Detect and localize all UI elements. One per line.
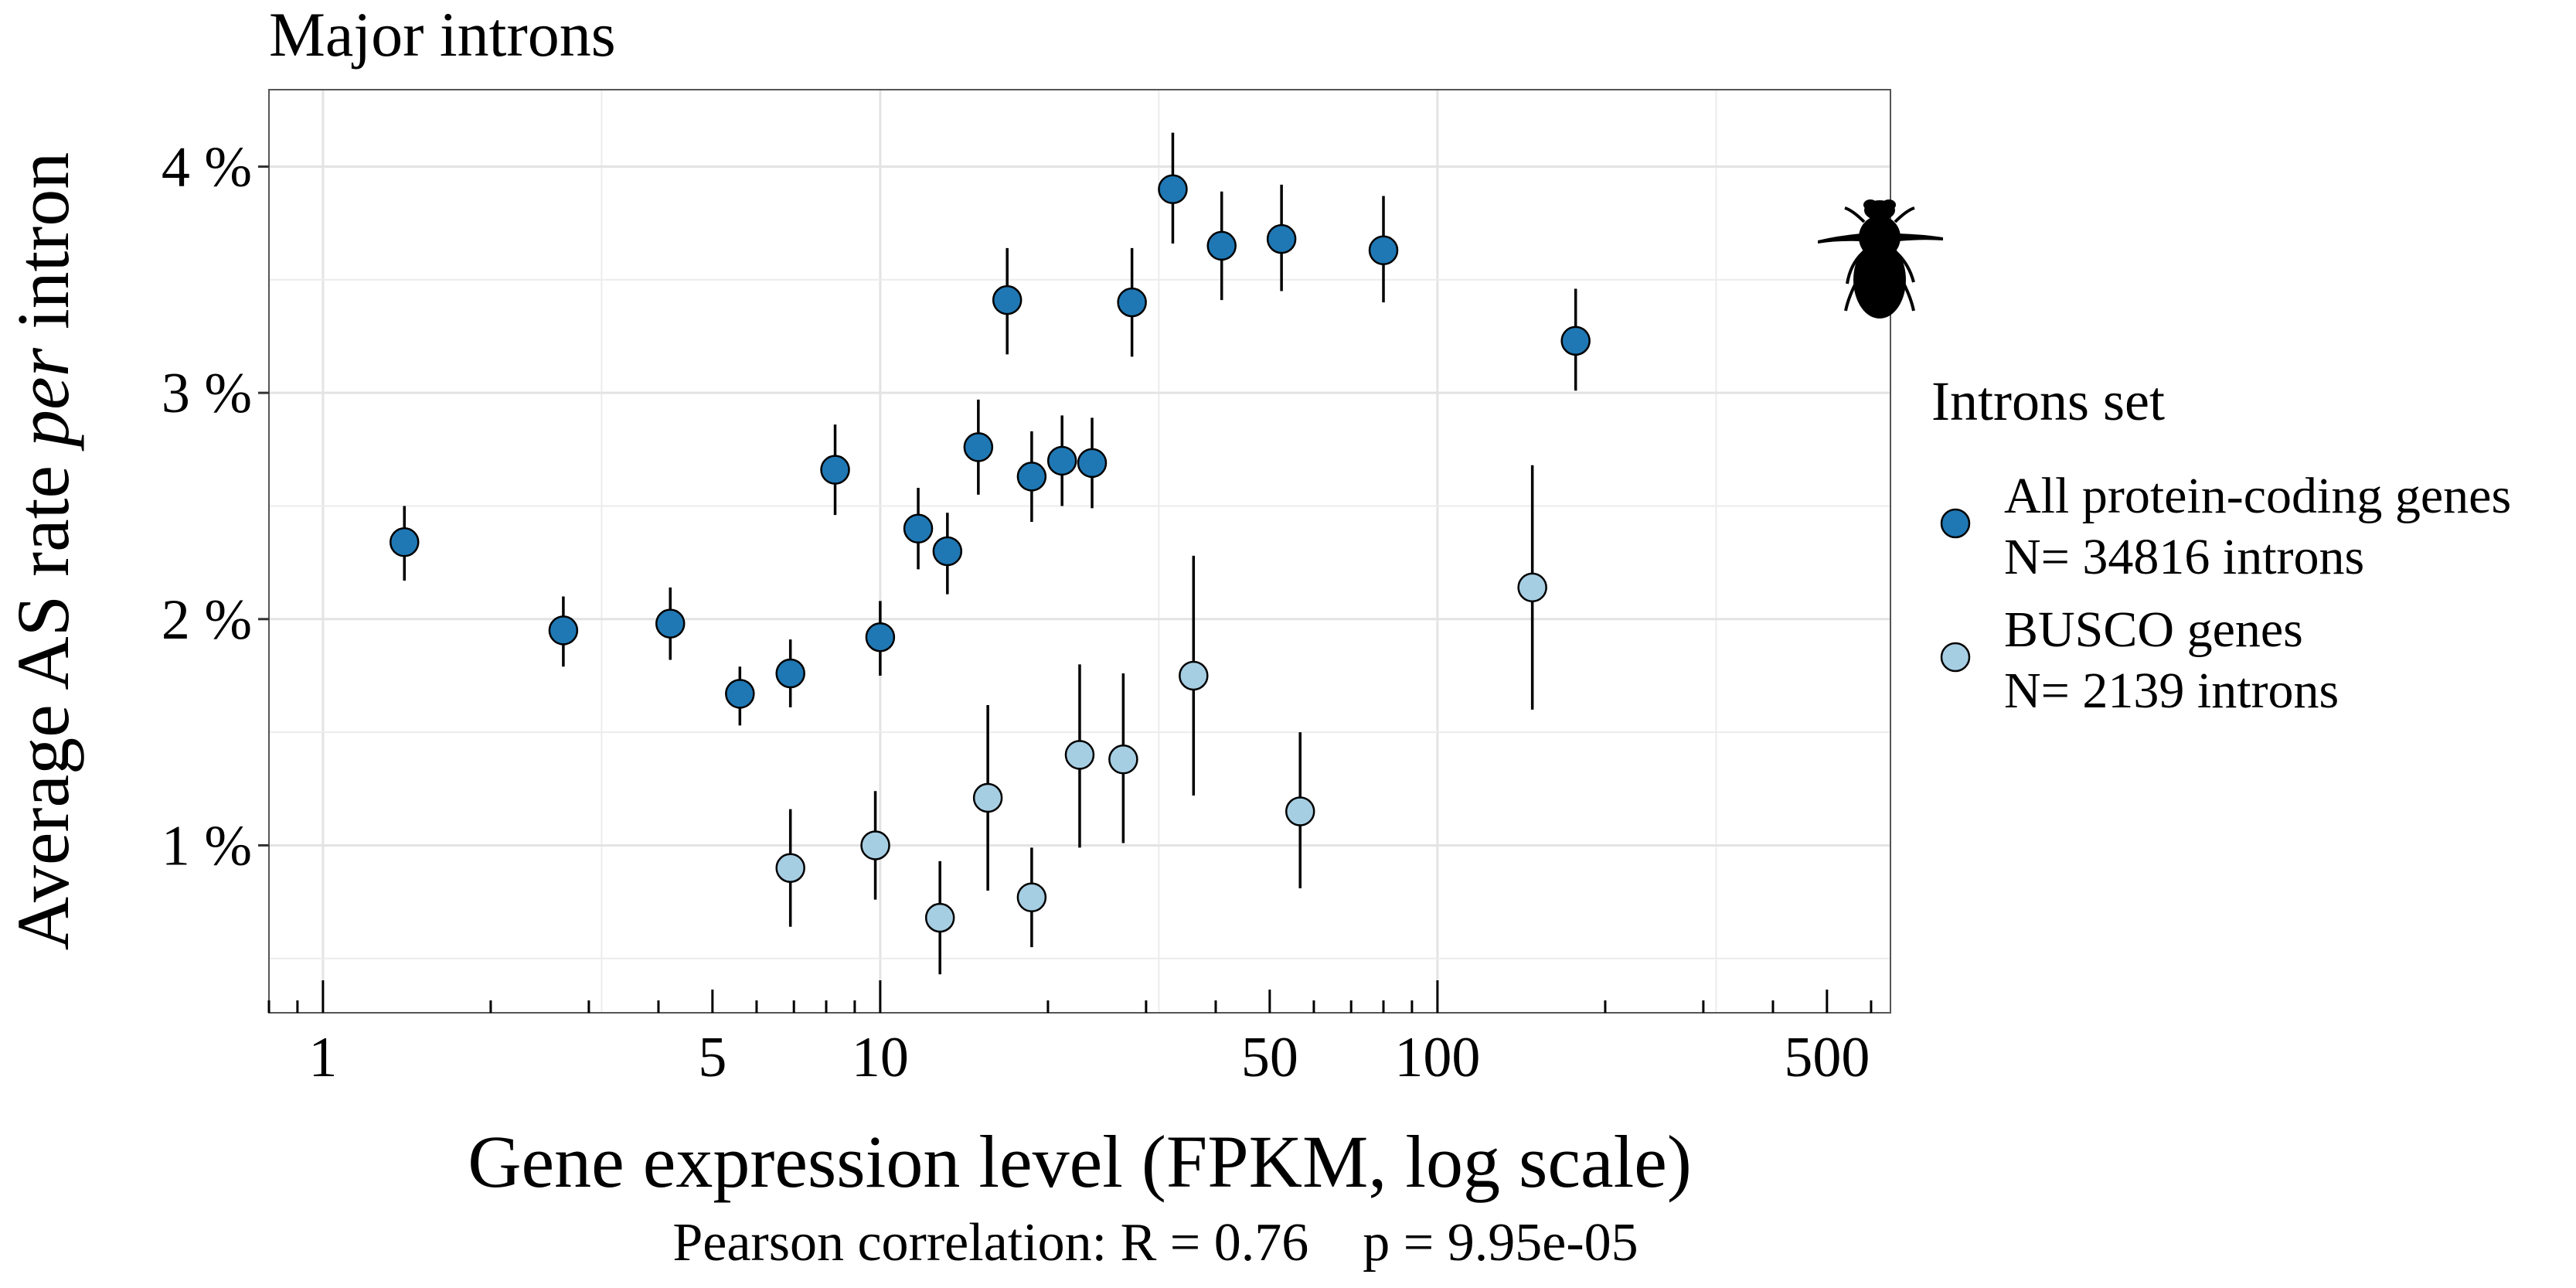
data-point xyxy=(775,658,805,689)
y-axis-label-prefix: Average AS rate xyxy=(2,447,84,950)
legend-label-all-genes: All protein-coding genes xyxy=(2004,468,2511,524)
data-point xyxy=(1077,448,1108,479)
legend-title: Introns set xyxy=(1931,370,2165,432)
data-point xyxy=(924,902,955,933)
x-tick-label: 50 xyxy=(1241,1026,1298,1089)
y-axis-label: Average AS rate per intron xyxy=(2,152,84,951)
series-1 xyxy=(775,465,1547,975)
data-point xyxy=(1368,235,1399,266)
data-point xyxy=(389,527,420,557)
y-tick-label: 1 % xyxy=(162,814,252,877)
legend-key-busco-genes xyxy=(1940,642,1971,673)
x-tick-label: 500 xyxy=(1784,1026,1870,1089)
data-point xyxy=(1064,740,1095,770)
x-axis-label: Gene expression level (FPKM, log scale) xyxy=(468,1120,1692,1203)
legend-subtitle-all-genes: N= 34816 introns xyxy=(2004,529,2364,585)
x-tick-label: 10 xyxy=(852,1026,909,1089)
legend: Introns set All protein-coding genes N= … xyxy=(1931,370,2511,719)
chart-title: Major introns xyxy=(269,0,616,70)
data-point xyxy=(860,830,890,860)
data-point xyxy=(992,285,1023,315)
data-point xyxy=(775,853,805,883)
data-point xyxy=(865,622,896,653)
data-point xyxy=(1016,882,1047,912)
data-point xyxy=(1158,174,1188,205)
data-point xyxy=(963,432,994,462)
x-axis-tick-labels: 1 5 10 50 100 500 xyxy=(308,1026,1870,1089)
data-point xyxy=(725,679,755,709)
data-point xyxy=(1016,462,1047,492)
y-tick-label: 4 % xyxy=(162,136,252,199)
data-point xyxy=(1517,572,1547,603)
data-point xyxy=(1560,325,1591,356)
data-point xyxy=(1108,744,1138,775)
data-series xyxy=(389,132,1591,975)
x-tick-label: 100 xyxy=(1394,1026,1480,1089)
data-point xyxy=(1179,660,1209,691)
data-point xyxy=(972,782,1003,813)
data-point xyxy=(1046,445,1077,476)
correlation-footnote: Pearson correlation: R = 0.76 p = 9.95e-… xyxy=(672,1213,1638,1273)
data-point xyxy=(1266,223,1297,254)
y-axis-label-suffix: intron xyxy=(2,152,84,348)
data-point xyxy=(932,536,963,567)
axis-ticks xyxy=(258,165,1873,1013)
y-axis-label-italic: per xyxy=(2,347,84,451)
x-tick-label: 1 xyxy=(308,1026,337,1089)
y-axis-tick-labels: 1 % 2 % 3 % 4 % xyxy=(162,136,252,878)
data-point xyxy=(1117,287,1147,318)
series-0 xyxy=(389,132,1591,726)
legend-key-all-genes xyxy=(1940,508,1971,539)
data-point xyxy=(548,615,579,646)
data-point xyxy=(903,513,934,543)
data-point xyxy=(1206,230,1237,261)
data-point xyxy=(820,455,850,485)
fly-silhouette-icon xyxy=(1818,199,1943,319)
y-tick-label: 2 % xyxy=(162,588,252,652)
data-point xyxy=(655,608,686,639)
plot-panel-border xyxy=(268,89,1891,1014)
data-point xyxy=(1285,796,1315,826)
x-tick-label: 5 xyxy=(698,1026,727,1089)
legend-label-busco-genes: BUSCO genes xyxy=(2004,601,2303,658)
legend-subtitle-busco-genes: N= 2139 introns xyxy=(2004,663,2339,719)
y-tick-label: 3 % xyxy=(162,362,252,425)
